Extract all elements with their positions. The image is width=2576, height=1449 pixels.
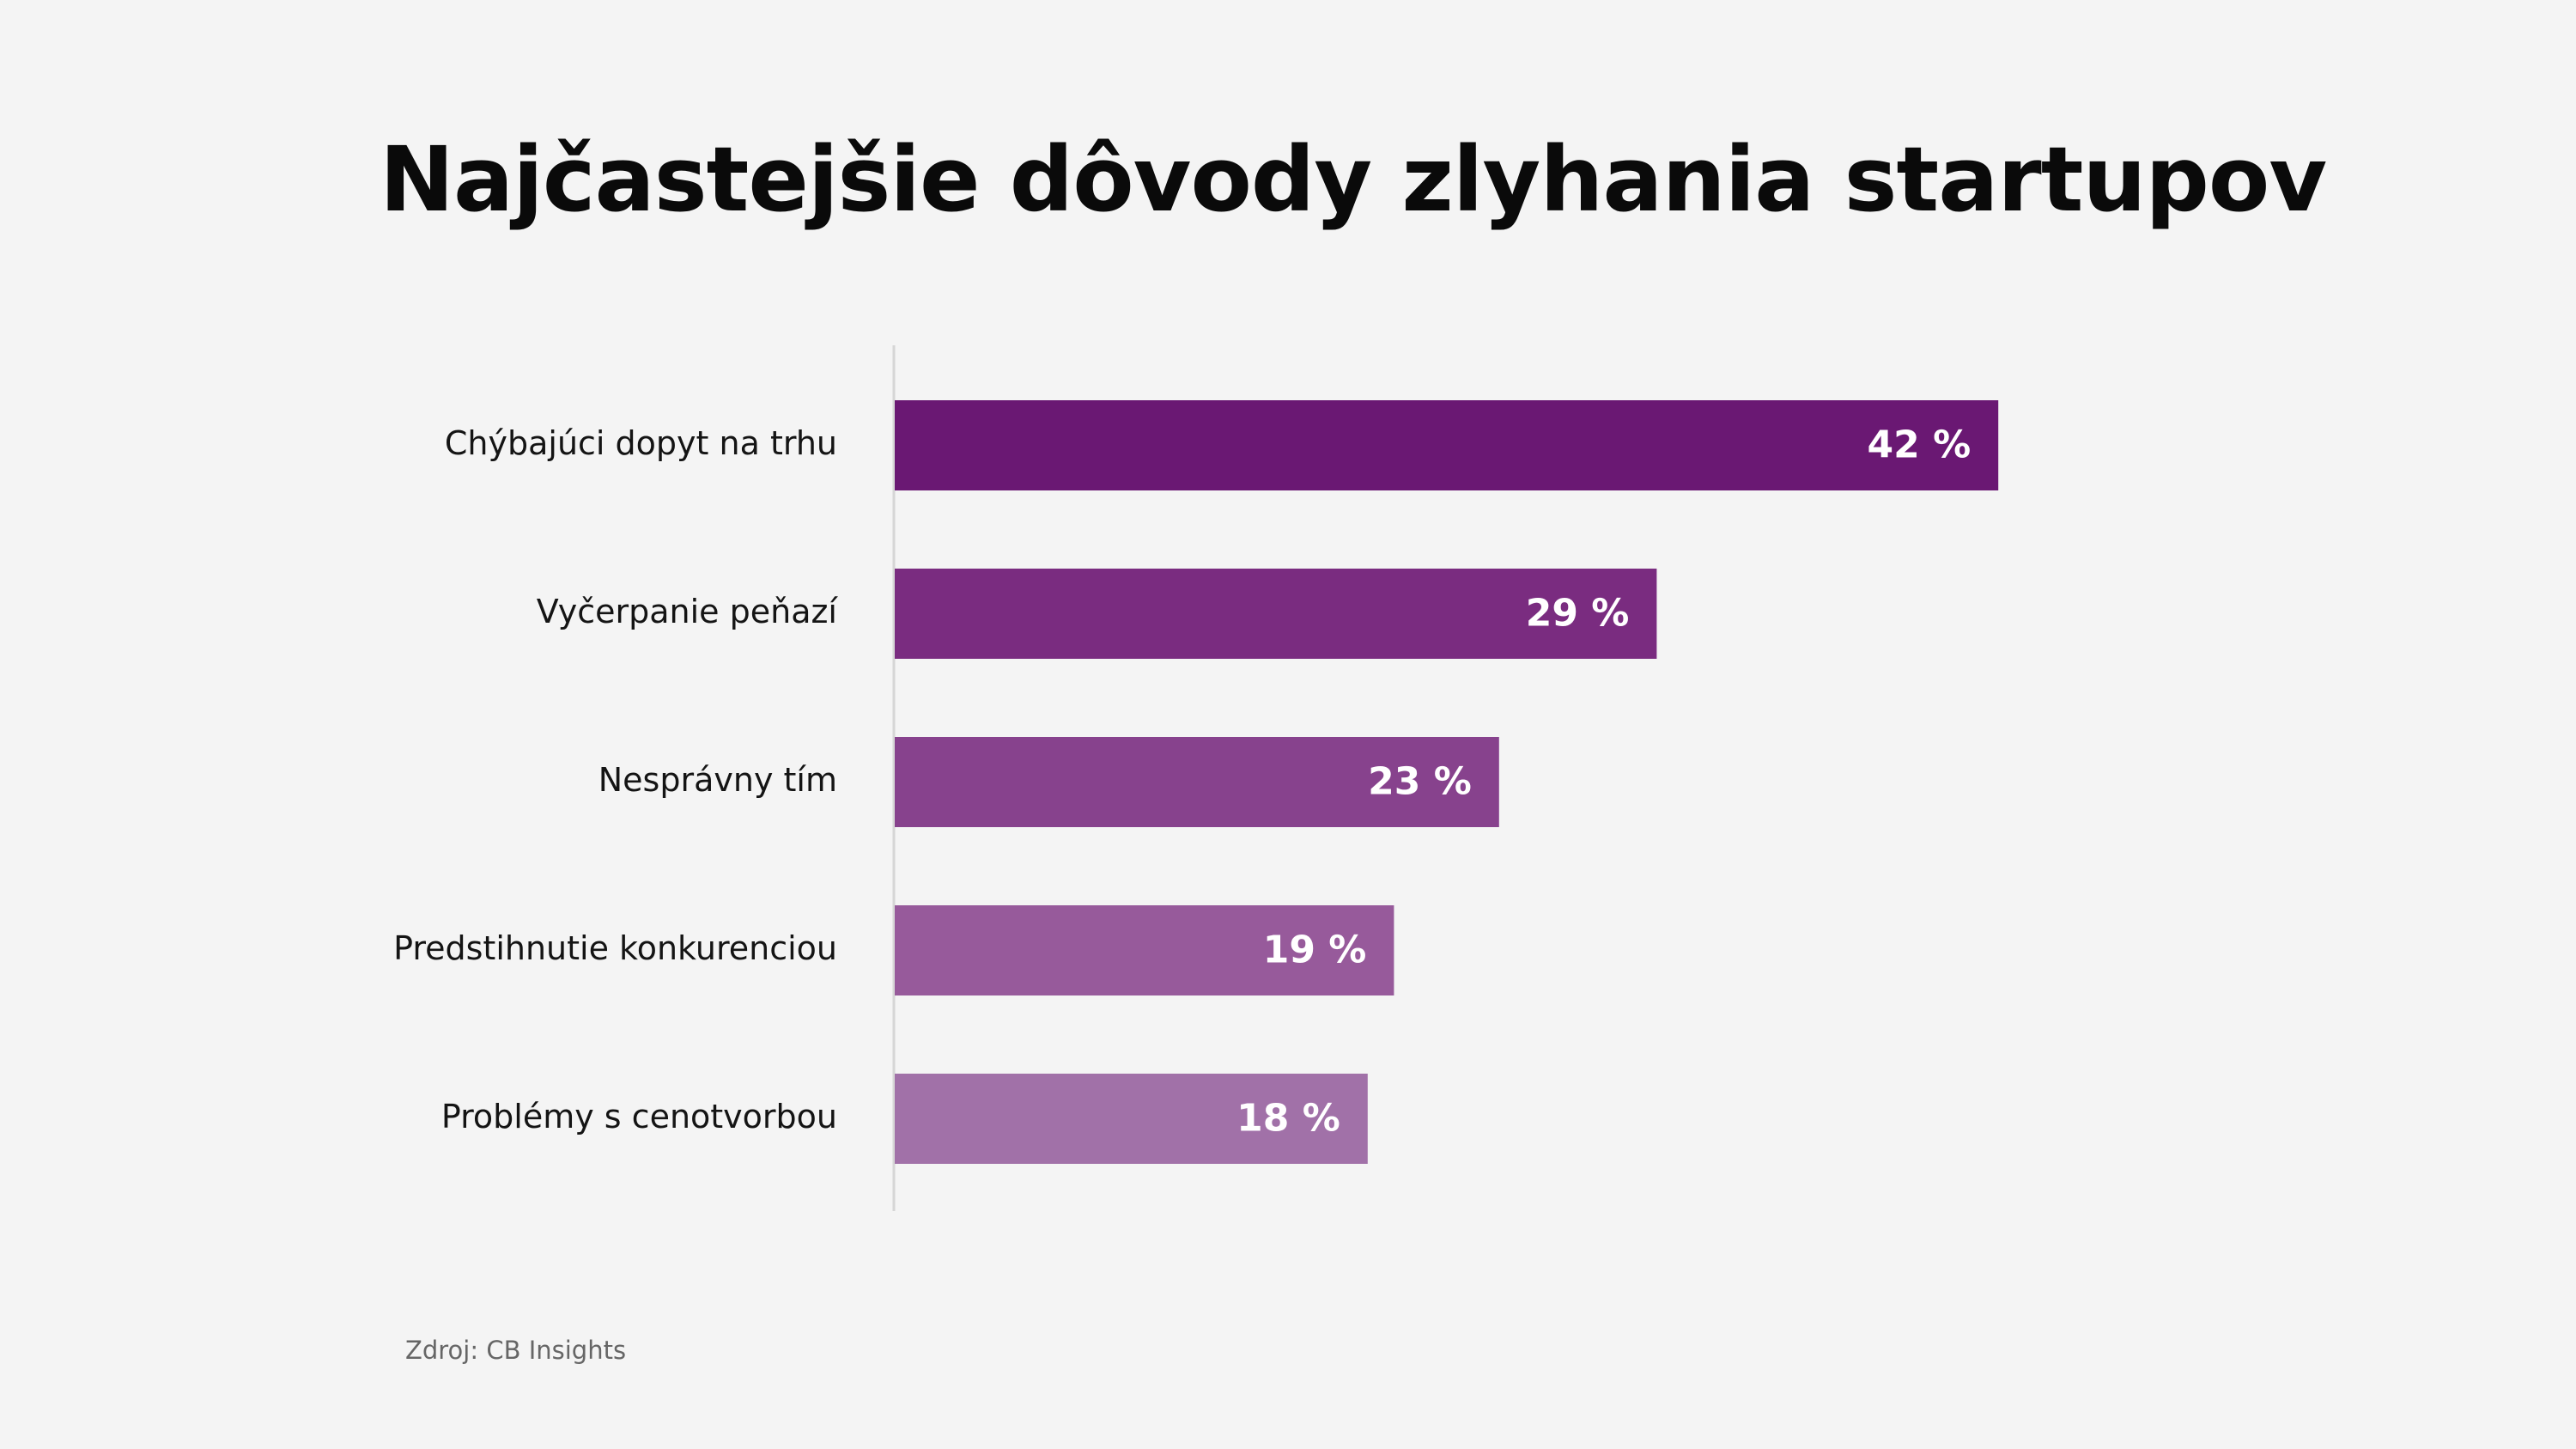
category-label-5: Problémy s cenotvorbou [441,1098,837,1135]
category-label-4: Predstihnutie konkurenciou [393,929,837,967]
value-label-5: 18 % [1236,1097,1340,1141]
value-label-3: 23 % [1368,760,1472,804]
bar-1 [895,400,1999,490]
category-label-3: Nesprávny tím [598,761,837,799]
bars-layer: Chýbajúci dopyt na trhu 42 % Vyčerpanie pe… [393,400,1999,1164]
value-label-4: 19 % [1263,928,1367,972]
bar-2 [895,569,1657,659]
category-label-2: Vyčerpanie peňazí [537,593,839,630]
bar-4 [895,905,1394,995]
chart-title: Najčastejšie dôvody zlyhania startupov [380,127,2327,232]
bar-5 [895,1074,1368,1164]
bar-3 [895,737,1499,827]
source-note: Zdroj: CB Insights [405,1336,627,1365]
category-label-1: Chýbajúci dopyt na trhu [445,424,837,462]
value-label-2: 29 % [1526,592,1630,636]
value-label-1: 42 % [1868,423,1971,467]
